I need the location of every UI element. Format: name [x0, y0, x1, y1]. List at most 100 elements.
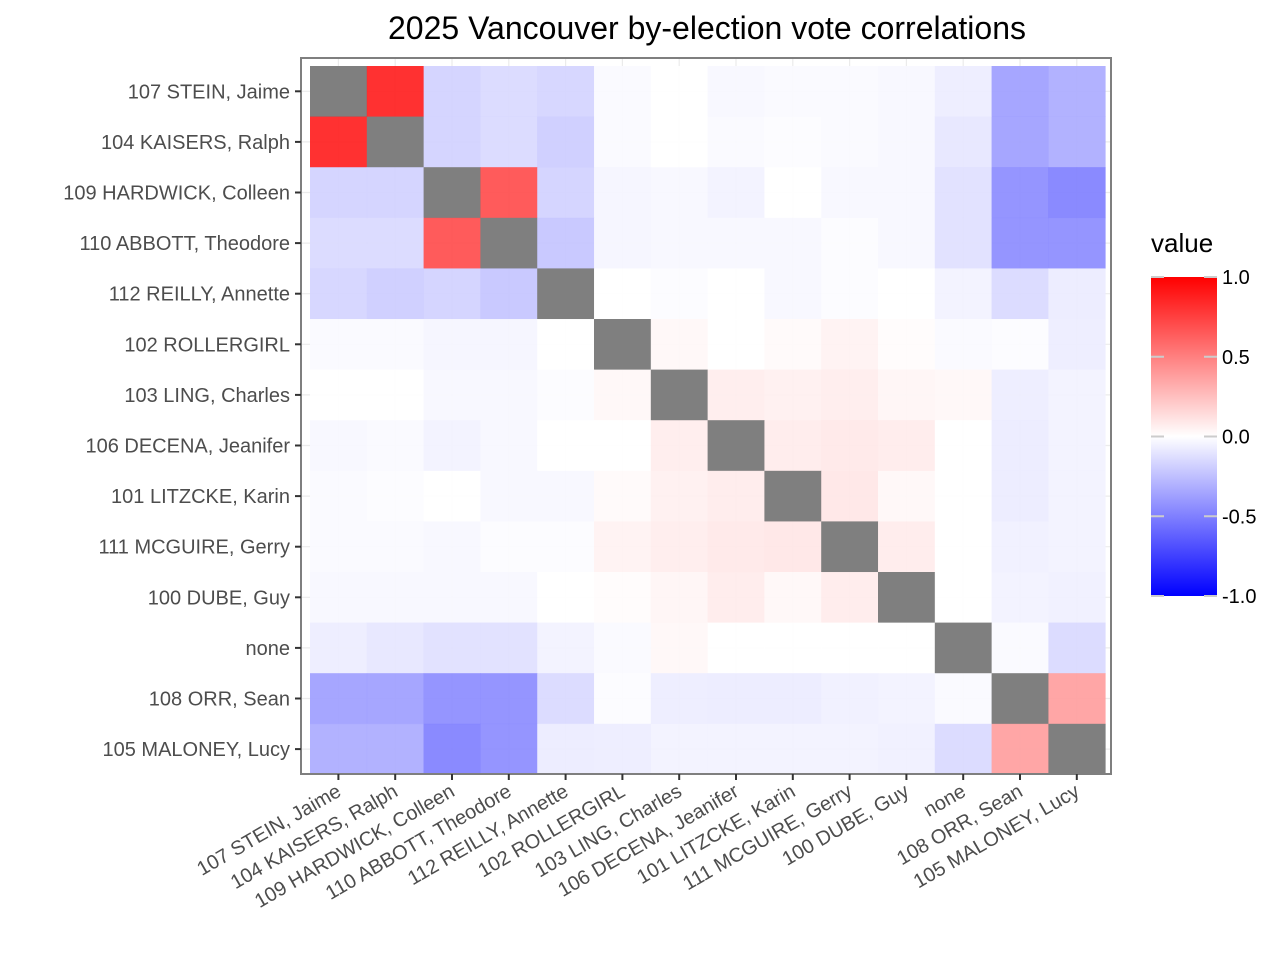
- heatmap-cell: [650, 217, 708, 269]
- heatmap-cell: [878, 66, 936, 117]
- heatmap-cell: [594, 572, 652, 623]
- y-tick-label: 107 STEIN, Jaime: [128, 81, 290, 103]
- heatmap-cell: [1048, 673, 1106, 725]
- heatmap-cell: [707, 622, 765, 674]
- heatmap-cell: [650, 521, 708, 573]
- heatmap-cell: [764, 572, 822, 623]
- heatmap-cell: [934, 521, 992, 573]
- heatmap-cell-diagonal: [764, 470, 822, 522]
- heatmap-cell: [991, 369, 1049, 421]
- heatmap-cell: [366, 470, 424, 522]
- heatmap-cell: [366, 167, 424, 219]
- heatmap-cell: [1048, 217, 1106, 269]
- heatmap-cell: [707, 167, 765, 219]
- y-axis: 107 STEIN, Jaime 104 KAISERS, Ralph 109 HA…: [63, 81, 301, 761]
- y-tick-label: 108 ORR, Sean: [149, 689, 290, 711]
- heatmap-cell: [764, 369, 822, 421]
- chart-title: 2025 Vancouver by-election vote correlat…: [388, 10, 1026, 46]
- heatmap-cell: [650, 66, 708, 117]
- heatmap-cell: [1048, 420, 1106, 472]
- heatmap-cell: [423, 470, 481, 522]
- heatmap-cell: [423, 622, 481, 674]
- heatmap-cell: [537, 673, 595, 725]
- heatmap-cell: [480, 470, 538, 522]
- heatmap-cell: [707, 268, 765, 320]
- y-tick-label: 106 DECENA, Jeanifer: [85, 436, 290, 458]
- heatmap-cell: [423, 369, 481, 421]
- heatmap-cell: [423, 66, 481, 117]
- heatmap-cell: [310, 723, 368, 775]
- heatmap-cell-diagonal: [594, 319, 652, 370]
- y-tick-label: 104 KAISERS, Ralph: [101, 132, 290, 154]
- heatmap-cell-diagonal: [366, 116, 424, 168]
- heatmap-cell: [310, 369, 368, 421]
- heatmap-cell: [537, 217, 595, 269]
- heatmap-cell-diagonal: [934, 622, 992, 674]
- heatmap-cell: [991, 470, 1049, 522]
- heatmap-cell: [594, 723, 652, 775]
- heatmap-cell: [594, 167, 652, 219]
- heatmap-cell: [821, 369, 879, 421]
- heatmap-cell: [366, 723, 424, 775]
- heatmap-cell: [991, 420, 1049, 472]
- heatmap-cell: [821, 470, 879, 522]
- heatmap-cell: [650, 167, 708, 219]
- heatmap-cell-diagonal: [1048, 723, 1106, 775]
- heatmap-cell: [480, 369, 538, 421]
- heatmap-cell: [821, 268, 879, 320]
- legend-ticks: 1.0 0.5 0.0 -0.5 -1.0: [1151, 267, 1256, 608]
- heatmap-cell: [480, 116, 538, 168]
- heatmap-cell: [934, 369, 992, 421]
- heatmap-cell: [764, 116, 822, 168]
- heatmap-cell: [310, 622, 368, 674]
- heatmap-cell: [594, 268, 652, 320]
- y-tick-label: 110 ABBOTT, Theodore: [80, 233, 291, 255]
- heatmap-cell: [310, 268, 368, 320]
- heatmap-cell: [991, 521, 1049, 573]
- heatmap-cell: [366, 622, 424, 674]
- heatmap-cell: [991, 116, 1049, 168]
- heatmap-cell: [310, 572, 368, 623]
- heatmap-cell-diagonal: [480, 217, 538, 269]
- heatmap-cell: [707, 572, 765, 623]
- heatmap-cell: [821, 420, 879, 472]
- heatmap-cell: [423, 420, 481, 472]
- heatmap-cell-diagonal: [310, 66, 368, 117]
- heatmap-cell: [594, 673, 652, 725]
- heatmap-cell: [423, 572, 481, 623]
- legend-tick-label: 1.0: [1222, 267, 1250, 289]
- heatmap-cell: [878, 723, 936, 775]
- heatmap-cell-diagonal: [821, 521, 879, 573]
- heatmap-cell: [423, 723, 481, 775]
- heatmap-cell: [707, 521, 765, 573]
- heatmap-cell: [1048, 167, 1106, 219]
- heatmap-cell: [1048, 319, 1106, 370]
- y-tick-label: 109 HARDWICK, Colleen: [63, 183, 290, 205]
- heatmap-cell: [764, 167, 822, 219]
- heatmap-cell: [707, 369, 765, 421]
- heatmap-cell: [821, 622, 879, 674]
- y-tick-label: 102 ROLLERGIRL: [124, 334, 290, 356]
- heatmap-cell: [934, 723, 992, 775]
- heatmap-cell: [1048, 369, 1106, 421]
- heatmap-cell-diagonal: [537, 268, 595, 320]
- heatmap-cell: [934, 268, 992, 320]
- heatmap-cell: [707, 673, 765, 725]
- heatmap-cell: [537, 116, 595, 168]
- heatmap-cell: [310, 167, 368, 219]
- heatmap-cell: [423, 116, 481, 168]
- heatmap-cell: [991, 622, 1049, 674]
- heatmap-cell: [764, 268, 822, 320]
- heatmap-cell: [991, 217, 1049, 269]
- heatmap-cell-diagonal: [878, 572, 936, 623]
- heatmap-cell: [480, 319, 538, 370]
- heatmap-cell: [594, 66, 652, 117]
- heatmap-cell: [480, 622, 538, 674]
- heatmap-cell: [310, 673, 368, 725]
- heatmap-cell: [423, 673, 481, 725]
- heatmap-cell: [934, 673, 992, 725]
- legend-tick-label: -1.0: [1222, 586, 1256, 608]
- heatmap-cell: [310, 116, 368, 168]
